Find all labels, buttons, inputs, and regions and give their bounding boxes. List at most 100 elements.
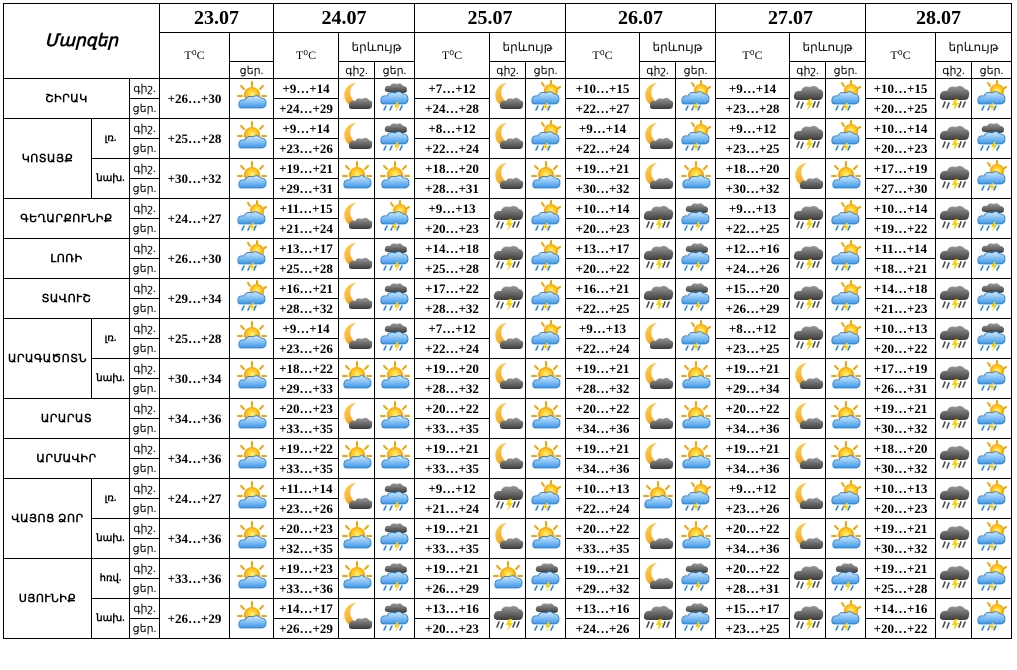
temperature-night: +19…+20 [414, 358, 490, 379]
weather-cell [525, 518, 566, 559]
moon-cloud-icon [340, 80, 374, 112]
table-row: ԱՐԱՐԱՏ գիշ. +34…+36 +20…+23 +20…+22 [3, 398, 1012, 439]
temperature-night: +18…+20 [414, 158, 490, 179]
temperature-night: +15…+20 [715, 278, 790, 299]
temperature-day: +18…+21 [865, 258, 936, 279]
temperature-night: +19…+21 [865, 558, 936, 579]
sun-cloud-rain-icon [975, 560, 1009, 592]
day-label: ցեր. [129, 498, 160, 519]
moon-cloud-icon [491, 120, 525, 152]
weather-cell [935, 198, 972, 239]
temperature-night: +11…+15 [273, 198, 339, 219]
storm-icon [937, 160, 971, 192]
storm-icon [791, 600, 825, 632]
weather-cell [639, 558, 676, 599]
temperature-night: +10…+14 [865, 118, 936, 139]
moon-cloud-icon [641, 400, 675, 432]
table-row: ցեր. +23…+26 +22…+24 +22…+24 +23…+25 +20…+22 [4, 338, 1012, 359]
weather-cell [935, 478, 972, 519]
storm-icon [937, 280, 971, 312]
weather-cell [935, 598, 972, 639]
temperature-value: +26…+29 [159, 598, 230, 639]
temperature-night: +9…+13 [715, 198, 790, 219]
sun-cloud-rain-icon [679, 320, 713, 352]
date-header: 23.07 [159, 3, 274, 33]
temperature-night: +19…+21 [414, 438, 490, 459]
cloud-rain-thunder-icon [679, 280, 713, 312]
weather-cell [825, 518, 866, 559]
temperature-day: +26…+29 [273, 618, 339, 639]
sun-cloud-rain-icon [529, 120, 563, 152]
night-label: գիշ. [129, 438, 160, 459]
sun-cloud-icon [340, 360, 374, 392]
table-row: ցեր. +28…+32 +28…+32 +22…+25 +26…+29 +21…+23 [4, 298, 1012, 319]
temperature-day: +23…+26 [273, 138, 339, 159]
night-label: գիշ. [129, 198, 160, 219]
sun-cloud-icon [829, 160, 863, 192]
temperature-night: +19…+21 [565, 438, 640, 459]
weather-cell [489, 238, 526, 279]
temperature-day: +22…+24 [414, 338, 490, 359]
sun-cloud-icon [679, 360, 713, 392]
moon-cloud-icon [340, 240, 374, 272]
weather-cell [639, 358, 676, 399]
sun-cloud-rain-icon [975, 480, 1009, 512]
moon-cloud-icon [791, 160, 825, 192]
temperature-day: +20…+25 [865, 98, 936, 119]
sun-cloud-icon [529, 360, 563, 392]
weather-cell [971, 518, 1012, 559]
moon-cloud-icon [340, 480, 374, 512]
temperature-day: +21…+24 [414, 498, 490, 519]
temperature-night: +18…+20 [715, 158, 790, 179]
moon-cloud-icon [340, 400, 374, 432]
sun-cloud-icon [679, 400, 713, 432]
temperature-night: +9…+12 [715, 478, 790, 499]
weather-cell [229, 318, 274, 359]
sun-cloud-rain-icon [975, 360, 1009, 392]
moon-cloud-icon [791, 520, 825, 552]
sun-cloud-icon [235, 600, 269, 632]
table-row: ցեր. +29…+31 +28…+31 +30…+32 +30…+32 +27…+30 [4, 178, 1012, 199]
moon-cloud-icon [641, 80, 675, 112]
night-label: գիշ. [129, 278, 160, 299]
cloud-rain-thunder-icon [378, 80, 412, 112]
temperature-day: +28…+32 [414, 298, 490, 319]
temperature-day: +23…+25 [715, 138, 790, 159]
weather-cell [789, 158, 826, 199]
weather-cell [971, 318, 1012, 359]
night-label: գիշ. [129, 598, 160, 619]
day-label: ցեր. [129, 258, 160, 279]
night-label: գիշ. [129, 358, 160, 379]
cloud-rain-thunder-icon [829, 560, 863, 592]
sun-cloud-icon [641, 480, 675, 512]
weather-cell [971, 118, 1012, 159]
weather-cell [789, 558, 826, 599]
weather-cell [935, 358, 972, 399]
weather-cell [639, 198, 676, 239]
weather-cell [229, 118, 274, 159]
moon-cloud-icon [340, 120, 374, 152]
sun-cloud-rain-icon [378, 200, 412, 232]
temperature-night: +9…+13 [414, 198, 490, 219]
temperature-day: +30…+32 [715, 178, 790, 199]
table-row: ցեր. +23…+26 +22…+24 +22…+24 +23…+25 +20…+23 [4, 138, 1012, 159]
day-label: ցեր. [129, 178, 160, 199]
temperature-day: +34…+36 [565, 458, 640, 479]
night-label: գիշ. [129, 158, 160, 179]
weather-cell [639, 598, 676, 639]
storm-icon [937, 200, 971, 232]
weather-cell [825, 318, 866, 359]
temperature-night: +16…+21 [273, 278, 339, 299]
weather-cell [338, 318, 375, 359]
weather-cell [374, 598, 415, 639]
table-row: ցեր. +23…+26 +21…+24 +22…+24 +23…+26 +20…+23 [4, 498, 1012, 519]
weather-cell [935, 438, 972, 479]
weather-cell [971, 198, 1012, 239]
weather-cell [489, 398, 526, 439]
temperature-night: +8…+12 [715, 318, 790, 339]
temperature-day: +23…+26 [273, 338, 339, 359]
weather-cell [525, 598, 566, 639]
sun-cloud-rain-icon [975, 160, 1009, 192]
temperature-value: +34…+36 [159, 518, 230, 559]
weather-cell [374, 438, 415, 479]
